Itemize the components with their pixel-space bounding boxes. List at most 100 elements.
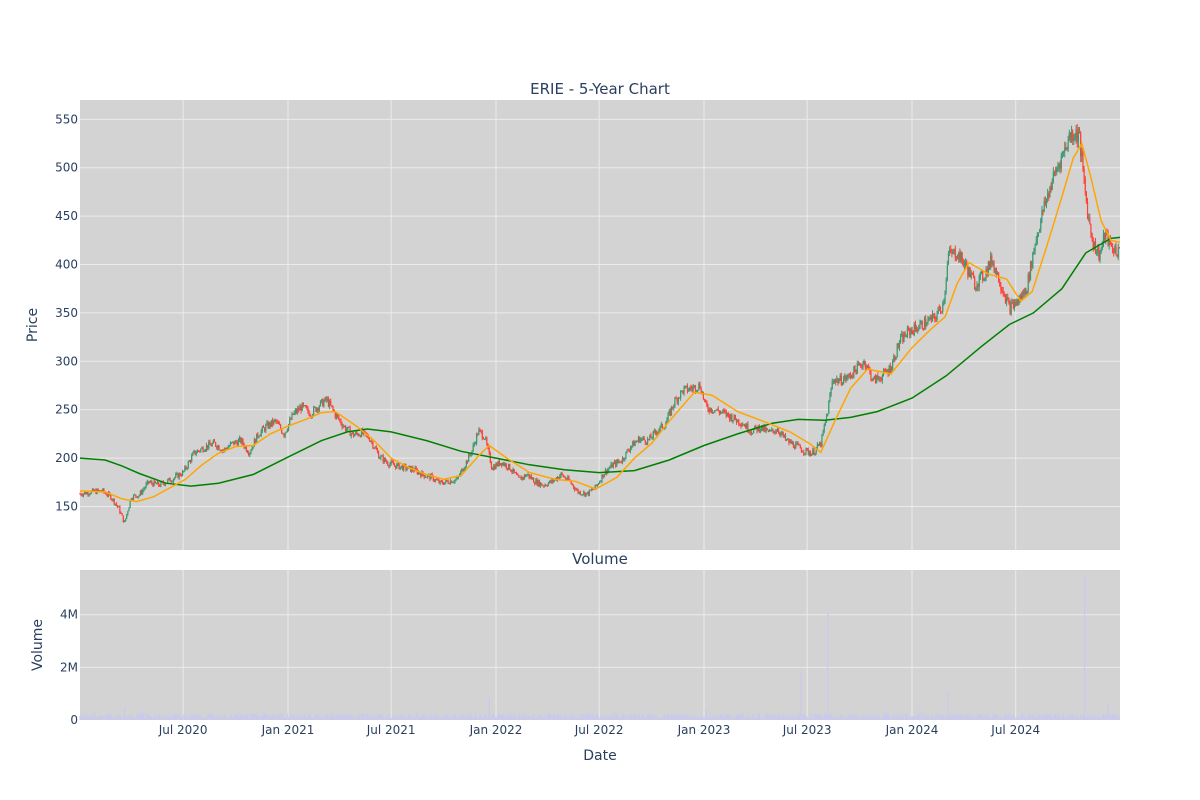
volume-bar: [546, 713, 548, 720]
volume-bar: [1088, 715, 1090, 720]
candle-body: [525, 474, 527, 477]
candle-body: [667, 413, 669, 420]
volume-bar: [588, 713, 590, 720]
volume-bar: [255, 714, 257, 720]
volume-bar: [975, 716, 977, 720]
candle-body: [838, 380, 840, 384]
candle-body: [372, 441, 374, 448]
candle-body: [992, 263, 994, 265]
volume-bar: [341, 715, 343, 720]
volume-bar: [137, 714, 139, 720]
candle-body: [262, 426, 265, 428]
volume-bar: [463, 717, 465, 720]
candle-body: [370, 440, 372, 442]
volume-bar: [883, 717, 885, 720]
volume-bar: [657, 717, 659, 720]
candle-body: [816, 444, 819, 448]
volume-bar: [177, 716, 179, 720]
candle-body: [588, 489, 591, 496]
candle-body: [713, 411, 715, 413]
volume-bar: [755, 718, 757, 720]
candle-body: [556, 477, 559, 481]
volume-bar: [908, 717, 910, 720]
volume-bar: [1071, 714, 1073, 720]
candle-body: [862, 363, 864, 368]
volume-bar: [644, 717, 646, 720]
candle-body: [358, 435, 360, 437]
volume-bar: [248, 716, 250, 720]
volume-bar: [530, 716, 532, 720]
volume-bar: [235, 715, 237, 720]
candle-body: [319, 400, 322, 407]
candle-body: [494, 465, 496, 470]
candle-body: [323, 401, 325, 407]
volume-bar: [400, 715, 402, 720]
candle-body: [382, 455, 384, 462]
candle-body: [291, 413, 293, 420]
volume-bar: [723, 717, 725, 720]
volume-bar: [289, 714, 291, 720]
volume-bar: [958, 713, 960, 720]
volume-bar-spike: [331, 712, 334, 720]
candle-body: [540, 482, 543, 486]
candle-body: [553, 479, 555, 482]
volume-bar: [848, 713, 850, 720]
candle-body: [490, 462, 493, 468]
candle-body: [1074, 138, 1076, 140]
volume-bar: [554, 714, 556, 720]
ma-short-line: [79, 141, 1121, 503]
candle-body: [123, 521, 126, 523]
volume-bar: [1101, 713, 1103, 720]
volume-bar: [493, 713, 495, 720]
volume-bar: [138, 715, 140, 720]
volume-bar: [362, 713, 364, 720]
volume-bar: [478, 717, 480, 720]
candle-body: [1093, 241, 1095, 249]
candle-body: [898, 342, 901, 348]
candle-body: [522, 476, 524, 479]
volume-bar: [81, 714, 83, 720]
candle-body: [531, 478, 534, 480]
volume-bar: [245, 714, 247, 720]
candle-body: [269, 422, 271, 427]
candle-body: [789, 440, 791, 443]
candle-body: [246, 451, 249, 453]
volume-bar: [79, 715, 81, 720]
volume-bar: [118, 715, 120, 720]
candle-body: [419, 471, 421, 474]
volume-bar: [713, 716, 715, 720]
volume-bar: [896, 713, 898, 720]
candle-body: [1033, 251, 1035, 253]
volume-bar: [307, 713, 309, 720]
candle-body: [746, 423, 748, 429]
candle-body: [610, 463, 612, 468]
volume-bar: [830, 713, 832, 720]
volume-bar: [183, 713, 185, 720]
candle-body: [823, 425, 825, 432]
candle-body: [572, 484, 575, 488]
candle-body: [762, 425, 764, 431]
candle-body: [245, 446, 247, 452]
candle-body: [776, 429, 779, 432]
volume-bar: [397, 712, 399, 720]
candle-body: [251, 447, 253, 451]
volume-bar: [576, 717, 578, 720]
volume-bar: [1074, 717, 1076, 720]
volume-bar: [738, 713, 740, 720]
candle-body: [1050, 187, 1052, 190]
candle-body: [445, 479, 447, 483]
candle-body: [1113, 250, 1115, 253]
candle-body: [486, 437, 488, 445]
candle-body: [680, 390, 682, 398]
candle-body: [360, 429, 363, 437]
volume-bar: [112, 716, 114, 720]
volume-bar: [476, 716, 478, 720]
candle-body: [359, 435, 361, 437]
volume-bar: [1106, 713, 1108, 720]
candle-body: [232, 441, 234, 443]
volume-plot-area: [80, 570, 1120, 720]
volume-bar: [420, 716, 422, 720]
candle-body: [132, 494, 135, 500]
volume-bar: [119, 714, 121, 720]
